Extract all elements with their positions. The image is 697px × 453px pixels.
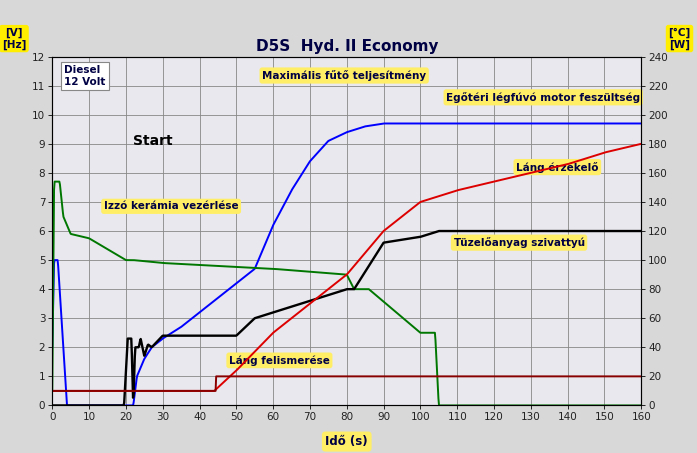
Text: Láng felismerése: Láng felismerése <box>229 355 330 366</box>
Title: D5S  Hyd. II Economy: D5S Hyd. II Economy <box>256 39 438 54</box>
Text: Izzó kerámia vezérlése: Izzó kerámia vezérlése <box>104 201 238 211</box>
Text: Diesel
12 Volt: Diesel 12 Volt <box>64 65 105 87</box>
Text: Maximális fűtő teljesítmény: Maximális fűtő teljesítmény <box>262 70 427 81</box>
Text: Egőtéri légfúvó motor feszültség: Egőtéri légfúvó motor feszültség <box>446 92 641 103</box>
Text: [V]
[Hz]: [V] [Hz] <box>2 28 26 50</box>
Text: Láng érzékelő: Láng érzékelő <box>516 162 599 173</box>
Text: Start: Start <box>133 134 173 148</box>
Text: Tüzelőanyag szivattyú: Tüzelőanyag szivattyú <box>454 237 585 248</box>
Text: [°C]
[W]: [°C] [W] <box>668 28 691 50</box>
Text: Idő (s): Idő (s) <box>325 435 368 448</box>
